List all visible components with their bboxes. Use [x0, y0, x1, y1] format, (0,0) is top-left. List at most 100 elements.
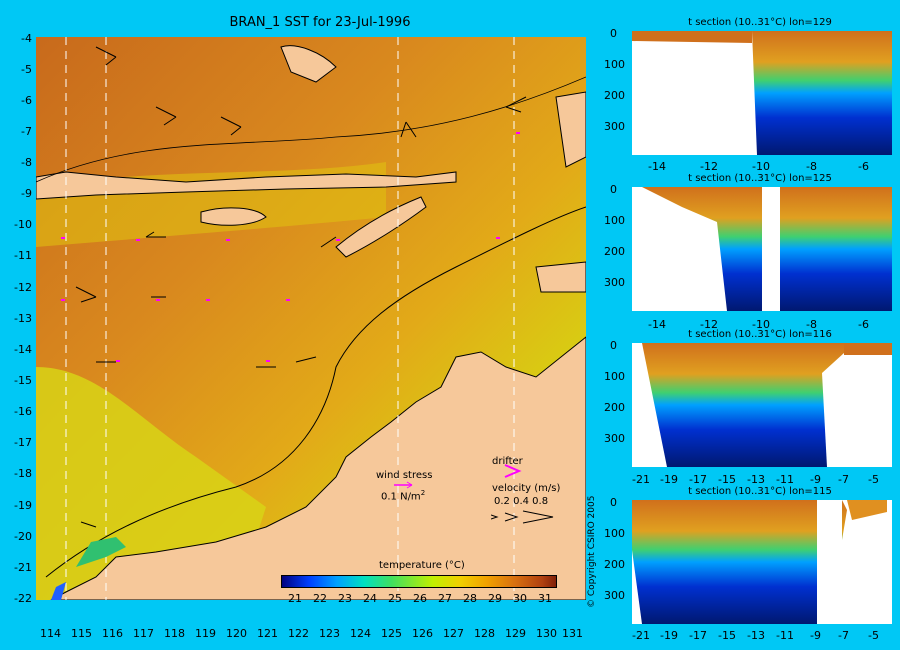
- y-tick: -11: [14, 249, 32, 262]
- y-tick: -9: [21, 187, 32, 200]
- p2-x-tick: -10: [752, 318, 770, 331]
- y-tick: -22: [14, 592, 32, 605]
- cbar-tick: 31: [538, 592, 552, 605]
- p1-y-tick: 200: [604, 89, 625, 102]
- p2-y-tick: 300: [604, 276, 625, 289]
- y-tick: -20: [14, 530, 32, 543]
- p4-y-tick: 100: [604, 527, 625, 540]
- map-title: BRAN_1 SST for 23-Jul-1996: [229, 15, 411, 30]
- p3-x-tick: -11: [776, 473, 794, 486]
- p3-x-tick: -13: [747, 473, 765, 486]
- p1-y-tick: 0: [610, 27, 617, 40]
- cbar-tick: 24: [363, 592, 377, 605]
- p1-x-tick: -10: [752, 160, 770, 173]
- section-panel-lon125[interactable]: [632, 187, 892, 311]
- x-tick: 115: [71, 627, 92, 640]
- p3-x-tick: -17: [689, 473, 707, 486]
- australia-landmass: [50, 336, 586, 600]
- cbar-tick: 26: [413, 592, 427, 605]
- p1-x-tick: -6: [858, 160, 869, 173]
- y-tick: -13: [14, 312, 32, 325]
- tanimbar-islands: [555, 91, 586, 168]
- p3-x-tick: -5: [868, 473, 879, 486]
- lesser-sunda-islands: [36, 171, 457, 200]
- p3-x-tick: -19: [660, 473, 678, 486]
- p2-y-tick: 0: [610, 183, 617, 196]
- y-tick: -6: [21, 94, 32, 107]
- p1-x-tick: -12: [700, 160, 718, 173]
- y-tick: -5: [21, 63, 32, 76]
- panel-1-title: t section (10..31°C) lon=129: [688, 17, 832, 28]
- p1-x-tick: -14: [648, 160, 666, 173]
- section-panel-lon116[interactable]: [632, 343, 892, 467]
- x-tick: 122: [288, 627, 309, 640]
- p3-x-tick: -7: [838, 473, 849, 486]
- section-svg: [632, 500, 892, 624]
- p2-x-tick: -8: [806, 318, 817, 331]
- x-tick: 130: [536, 627, 557, 640]
- p3-x-tick: -21: [632, 473, 650, 486]
- y-tick: -19: [14, 499, 32, 512]
- north-australia-coast: [535, 261, 586, 293]
- x-tick: 124: [350, 627, 371, 640]
- p3-y-tick: 300: [604, 432, 625, 445]
- y-tick: -10: [14, 218, 32, 231]
- y-tick: -8: [21, 156, 32, 169]
- p1-x-tick: -8: [806, 160, 817, 173]
- p4-x-tick: -19: [660, 629, 678, 642]
- sst-map[interactable]: wind stress 0.1 N/m2 drifter velocity (m…: [36, 37, 586, 600]
- p4-x-tick: -9: [810, 629, 821, 642]
- p2-y-tick: 200: [604, 245, 625, 258]
- velocity-arrows: [491, 510, 554, 524]
- y-tick: -7: [21, 125, 32, 138]
- velocity-label: velocity (m/s): [492, 483, 561, 494]
- x-tick: 119: [195, 627, 216, 640]
- y-tick: -16: [14, 405, 32, 418]
- x-tick: 125: [381, 627, 402, 640]
- cbar-tick: 21: [288, 592, 302, 605]
- sulawesi-coast: [280, 45, 337, 83]
- p4-x-tick: -17: [689, 629, 707, 642]
- section-svg: [632, 187, 892, 311]
- x-tick: 120: [226, 627, 247, 640]
- x-tick: 131: [562, 627, 583, 640]
- x-tick: 129: [505, 627, 526, 640]
- x-tick: 121: [257, 627, 278, 640]
- p1-y-tick: 300: [604, 120, 625, 133]
- y-tick: -18: [14, 467, 32, 480]
- copyright-notice: © Copyright CSIRO 2005: [587, 495, 597, 608]
- p2-y-tick: 100: [604, 214, 625, 227]
- p3-y-tick: 0: [610, 339, 617, 352]
- x-tick: 118: [164, 627, 185, 640]
- cbar-tick: 29: [488, 592, 502, 605]
- panel-4-title: t section (10..31°C) lon=115: [688, 486, 832, 497]
- cbar-tick: 22: [313, 592, 327, 605]
- sumba-island: [200, 207, 267, 226]
- p3-y-tick: 200: [604, 401, 625, 414]
- p4-x-tick: -11: [776, 629, 794, 642]
- section-panel-lon129[interactable]: [632, 31, 892, 155]
- p4-y-tick: 200: [604, 558, 625, 571]
- colorbar-title: temperature (°C): [379, 560, 465, 571]
- x-tick: 127: [443, 627, 464, 640]
- y-tick: -4: [21, 32, 32, 45]
- p4-y-tick: 0: [610, 496, 617, 509]
- p4-x-tick: -21: [632, 629, 650, 642]
- p2-x-tick: -6: [858, 318, 869, 331]
- p3-x-tick: -9: [810, 473, 821, 486]
- y-tick: -15: [14, 374, 32, 387]
- p4-x-tick: -15: [718, 629, 736, 642]
- p1-y-tick: 100: [604, 58, 625, 71]
- timor-island: [335, 196, 427, 258]
- y-tick: -14: [14, 343, 32, 356]
- section-panel-lon115[interactable]: [632, 500, 892, 624]
- y-tick: -17: [14, 436, 32, 449]
- x-tick: 117: [133, 627, 154, 640]
- x-tick: 126: [412, 627, 433, 640]
- p3-x-tick: -15: [718, 473, 736, 486]
- cbar-tick: 25: [388, 592, 402, 605]
- x-tick: 116: [102, 627, 123, 640]
- y-tick: -12: [14, 281, 32, 294]
- wind-stress-value: 0.1 N/m2: [381, 489, 426, 503]
- y-tick: -21: [14, 561, 32, 574]
